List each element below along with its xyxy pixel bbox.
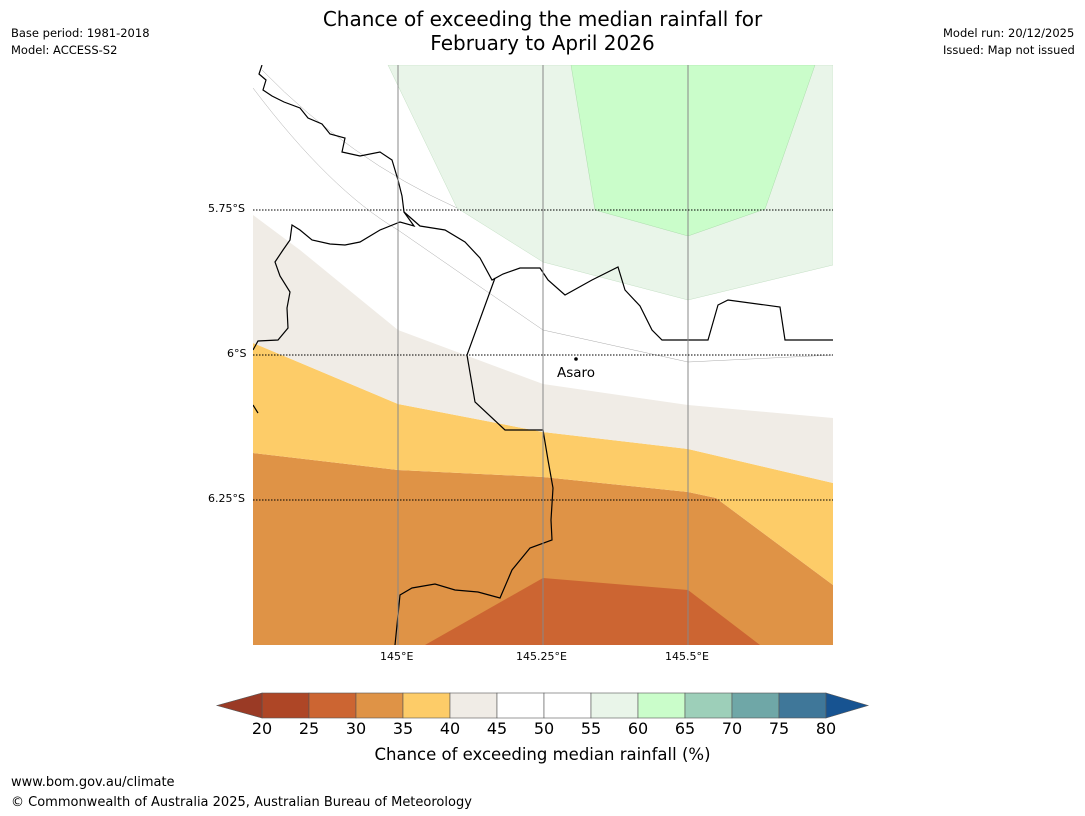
lat-label: 5.75°S [208, 202, 245, 215]
colorbar-segment [308, 692, 357, 719]
lon-label: 145.25°E [516, 650, 567, 663]
place-label-asaro: Asaro [557, 365, 596, 381]
colorbar-segment [778, 692, 827, 719]
colorbar-tick: 70 [721, 719, 743, 738]
colorbar-under-arrow [215, 692, 263, 719]
coastline [253, 65, 833, 645]
issued-status: Issued: Map not issued [943, 43, 1075, 57]
title-line-2: February to April 2026 [430, 31, 655, 55]
colorbar-segment [496, 692, 545, 719]
map-title: Chance of exceeding the median rainfall … [0, 7, 1085, 55]
colorbar-tick: 50 [533, 719, 555, 738]
colorbar-tick: 55 [580, 719, 602, 738]
colorbar-segment [731, 692, 780, 719]
zone-25-30 [425, 578, 760, 645]
model-run: Model run: 20/12/2025 [943, 26, 1075, 40]
base-period: Base period: 1981-2018 [11, 26, 150, 40]
colorbar-tick: 40 [439, 719, 461, 738]
zone-60-65 [570, 65, 816, 237]
colorbar-label: Chance of exceeding median rainfall (%) [374, 745, 711, 764]
colorbar-segment [261, 692, 310, 719]
model-name: Model: ACCESS-S2 [11, 43, 118, 57]
place-marker [574, 357, 578, 361]
colorbar-segment [637, 692, 686, 719]
footer-copyright: © Commonwealth of Australia 2025, Austra… [11, 795, 472, 810]
colorbar-segment [543, 692, 592, 719]
colorbar-tick: 35 [392, 719, 414, 738]
colorbar-segment [402, 692, 451, 719]
colorbar-tick: 60 [627, 719, 649, 738]
colorbar-segment [684, 692, 733, 719]
colorbar-tick: 75 [768, 719, 790, 738]
graticule [253, 65, 833, 645]
title-line-1: Chance of exceeding the median rainfall … [322, 7, 763, 31]
colorbar-tick: 30 [345, 719, 367, 738]
footer-url[interactable]: www.bom.gov.au/climate [11, 775, 175, 790]
lat-label: 6°S [227, 347, 247, 360]
colorbar-over-arrow [825, 692, 870, 719]
colorbar-tick: 25 [298, 719, 320, 738]
meta-left: Base period: 1981-2018 Model: ACCESS-S2 [11, 25, 150, 59]
colorbar-tick: 80 [815, 719, 837, 738]
colorbar-segment [355, 692, 404, 719]
colorbar-segment [449, 692, 498, 719]
colorbar-tick: 45 [486, 719, 508, 738]
colorbar-segment [590, 692, 639, 719]
lat-label: 6.25°S [208, 492, 245, 505]
lon-label: 145°E [380, 650, 414, 663]
colorbar-tick: 65 [674, 719, 696, 738]
colorbar-tick: 20 [251, 719, 273, 738]
meta-right: Model run: 20/12/2025 Issued: Map not is… [943, 25, 1075, 59]
lon-label: 145.5°E [665, 650, 709, 663]
